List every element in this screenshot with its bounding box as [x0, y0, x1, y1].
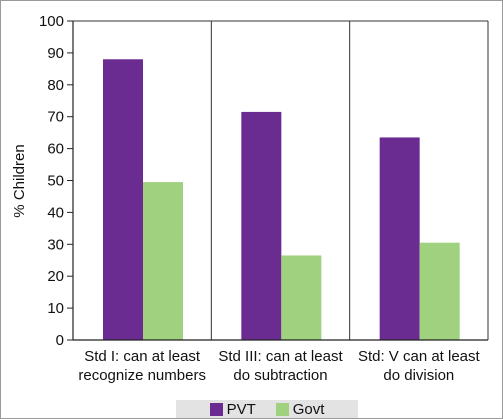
bars: [103, 59, 460, 340]
y-tick-label: 10: [47, 300, 64, 317]
bar-govt-0: [143, 182, 183, 340]
y-tick-label: 100: [39, 13, 64, 30]
legend: PVT Govt: [176, 400, 358, 418]
bar-pvt-0: [103, 59, 143, 340]
axes: [67, 20, 488, 341]
legend-label-pvt: PVT: [226, 400, 256, 418]
x-category-label: do subtraction: [233, 367, 327, 384]
y-tick-label: 90: [47, 45, 64, 62]
y-tick-label: 20: [47, 268, 64, 285]
y-tick-label: 60: [47, 141, 64, 158]
bar-govt-1: [281, 255, 322, 340]
x-category-label: do division: [383, 367, 454, 384]
x-category-label: Std III: can at least: [218, 348, 343, 365]
grid-lines: [73, 20, 489, 340]
bar-pvt-1: [241, 111, 282, 340]
y-tick-label: 0: [56, 332, 64, 349]
x-category-label: Std I: can at least: [84, 348, 201, 365]
y-tick-label: 80: [47, 77, 64, 94]
y-tick-label: 70: [47, 109, 64, 126]
legend-item-govt: Govt: [275, 400, 325, 418]
y-axis-title: % Children: [11, 144, 28, 217]
category-labels: Std I: can at least recognize numbers Std …: [78, 348, 480, 384]
y-tick-label: 40: [47, 204, 64, 221]
x-category-label: recognize numbers: [78, 367, 206, 384]
y-tick-label: 50: [47, 173, 64, 190]
legend-label-govt: Govt: [292, 400, 325, 418]
bar-pvt-2: [379, 137, 420, 340]
legend-swatch-pvt: [209, 402, 223, 416]
x-category-label: Std: V can at least: [358, 348, 481, 365]
y-tick-labels: 0 10 20 30 40 50 60 70 80 90 100: [39, 13, 64, 349]
legend-swatch-govt: [275, 402, 289, 416]
legend-item-pvt: PVT: [209, 400, 256, 418]
bar-govt-2: [419, 242, 460, 340]
y-tick-label: 30: [47, 236, 64, 253]
